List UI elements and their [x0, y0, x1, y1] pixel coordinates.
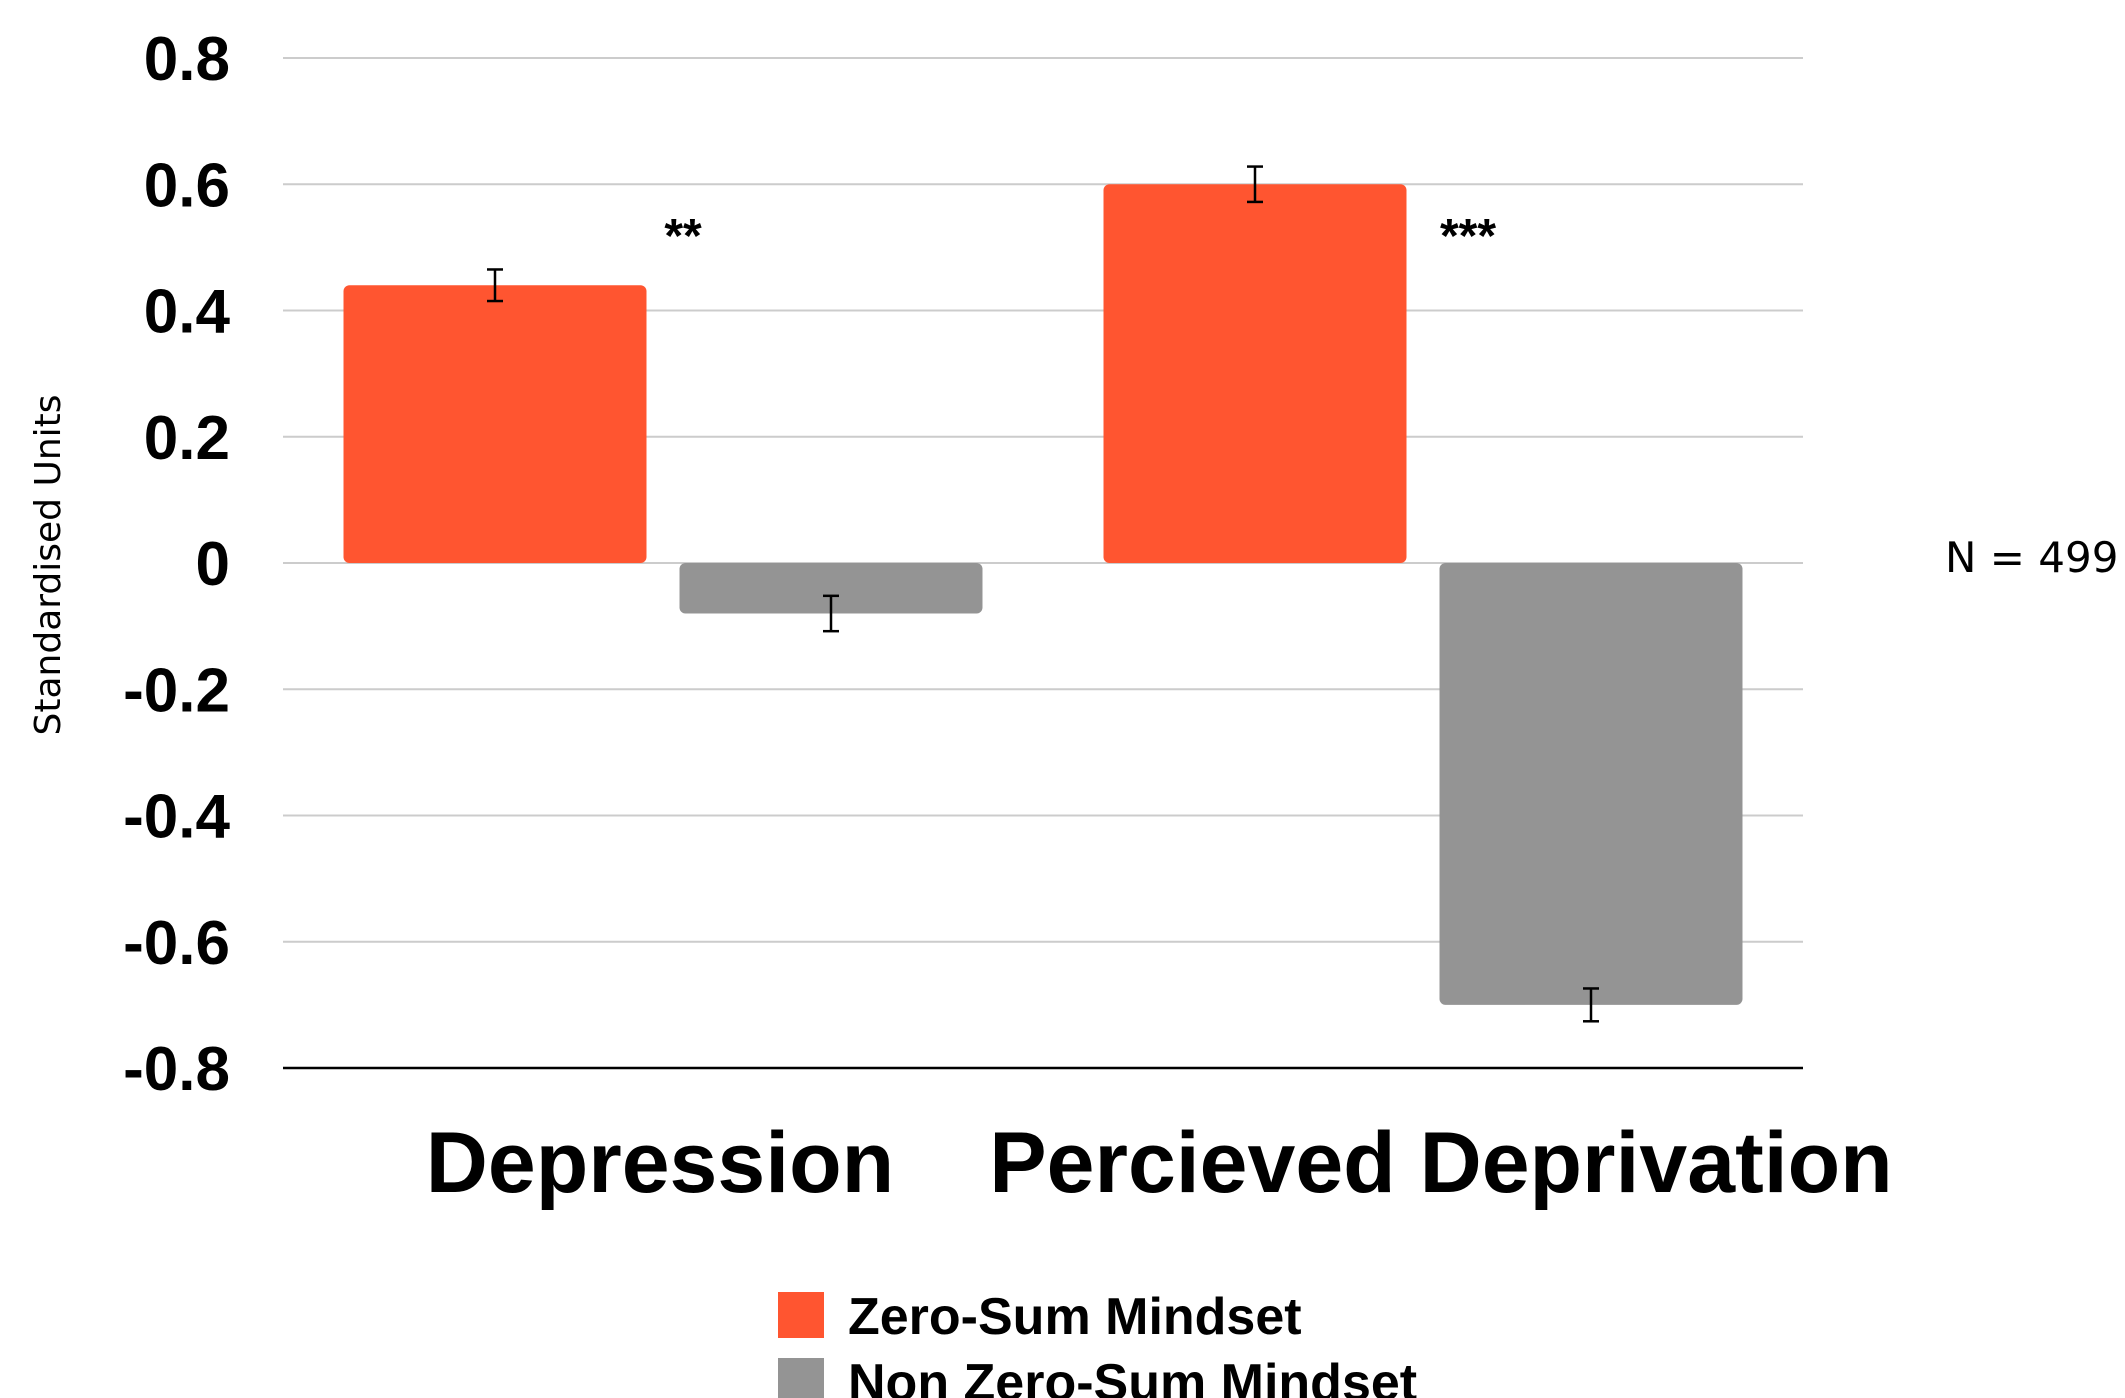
y-tick-label: -0.4 [123, 783, 230, 852]
error-bars [487, 165, 1599, 1023]
y-tick-label: 0.2 [144, 404, 230, 473]
y-axis-label: Standardised Units [28, 394, 69, 735]
y-tick-label: 0.4 [144, 278, 231, 347]
legend-item: Non Zero-Sum Mindset [778, 1354, 1417, 1398]
error-bar [487, 268, 503, 303]
bars [343, 184, 1743, 1005]
legend-label: Non Zero-Sum Mindset [848, 1354, 1417, 1398]
error-bar [1583, 987, 1599, 1023]
legend-swatch [778, 1292, 824, 1338]
legend-swatch [778, 1358, 824, 1398]
y-tick-label: -0.2 [123, 656, 230, 725]
category-label: Percieved Deprivation [989, 1115, 1892, 1211]
bar-zero-sum-2 [1103, 184, 1407, 563]
legend-label: Zero-Sum Mindset [848, 1288, 1302, 1346]
bar-zero-sum-1 [343, 285, 647, 563]
error-bar [823, 594, 839, 633]
bar-non-zero-sum-1 [679, 563, 983, 614]
category-labels: Depression Percieved Deprivation [426, 1115, 1893, 1211]
significance-marker: *** [1440, 210, 1496, 263]
legend-item: Zero-Sum Mindset [778, 1288, 1302, 1346]
y-tick-label: 0.8 [144, 25, 230, 94]
y-tick-labels: 0.8 0.6 0.4 0.2 0 -0.2 -0.4 -0.6 -0.8 [123, 25, 230, 1104]
y-tick-label: -0.8 [123, 1035, 230, 1104]
sample-size-note: N = 499 [1945, 533, 2118, 582]
legend: Zero-Sum Mindset Non Zero-Sum Mindset [778, 1288, 1417, 1398]
significance-marker: ** [664, 210, 702, 263]
significance-markers: ** *** [664, 210, 1496, 263]
y-tick-label: 0.6 [144, 151, 230, 220]
category-label: Depression [426, 1115, 894, 1211]
y-tick-label: -0.6 [123, 909, 230, 978]
error-bar [1247, 165, 1263, 204]
y-tick-label: 0 [196, 530, 230, 599]
bar-non-zero-sum-2 [1439, 563, 1743, 1005]
